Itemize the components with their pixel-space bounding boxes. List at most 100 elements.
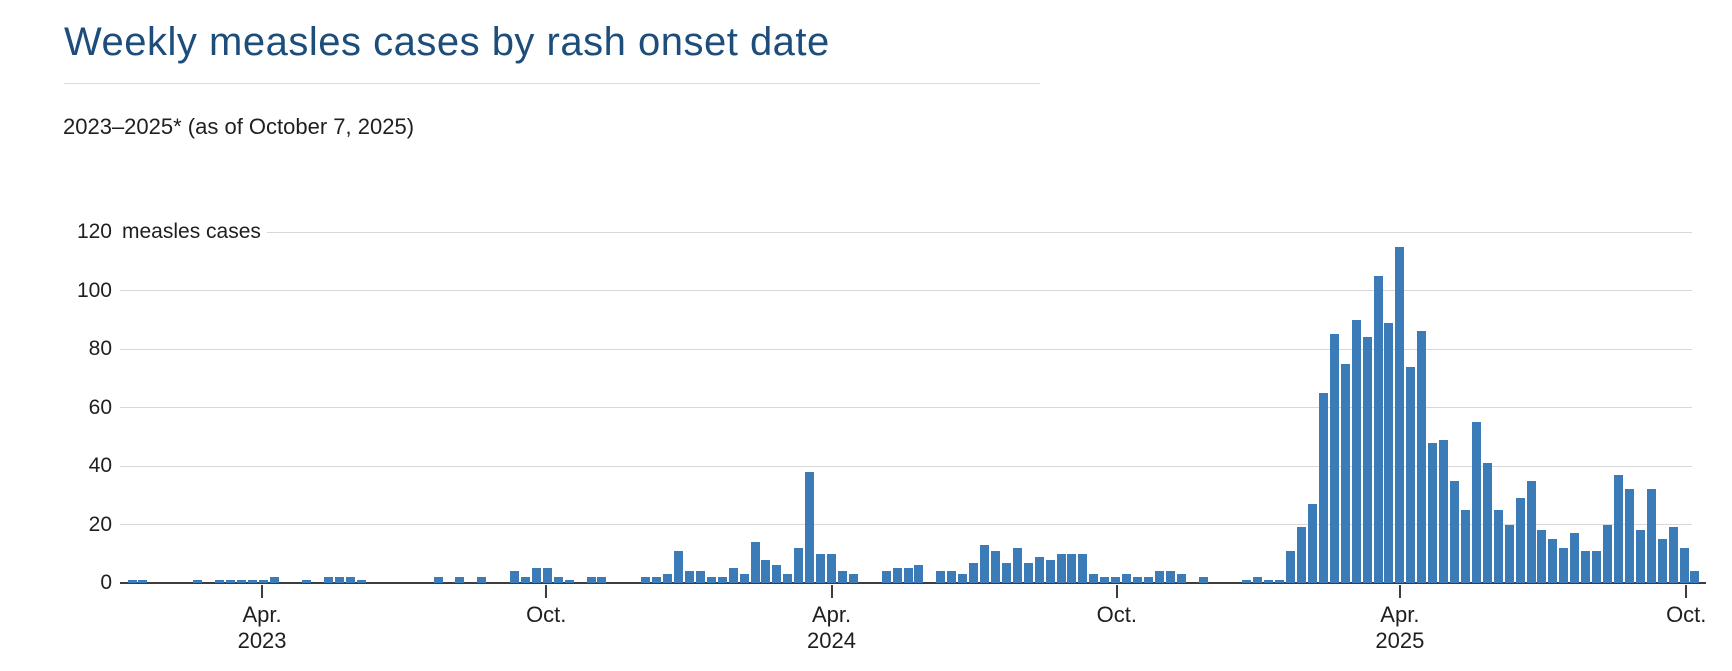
bar-week-82 [1023, 562, 1033, 583]
bar-week-106 [1286, 550, 1296, 583]
bar-week-98 [1198, 577, 1208, 583]
chart-subtitle: 2023–2025* (as of October 7, 2025) [63, 114, 415, 139]
bar-week-84 [1045, 559, 1055, 583]
bar-week-86 [1067, 553, 1077, 583]
x-axis-month-label: Oct. [1096, 602, 1137, 627]
chart-title: Weekly measles cases by rash onset date [64, 20, 830, 64]
x-axis-line [120, 582, 1706, 584]
x-axis-label-5: Oct. [1626, 602, 1732, 628]
bar-week-120 [1439, 439, 1449, 583]
bar-week-79 [990, 550, 1000, 583]
bar-week-126 [1504, 524, 1514, 583]
bar-week-71 [903, 568, 913, 583]
gridline-40 [120, 465, 1692, 467]
bar-week-32 [477, 577, 487, 583]
bar-week-123 [1471, 422, 1481, 583]
bar-week-6 [193, 580, 203, 583]
gridline-80 [120, 348, 1692, 350]
bar-week-133 [1581, 550, 1591, 583]
title-divider [64, 83, 1040, 84]
bar-week-54 [717, 577, 727, 583]
x-axis-month-label: Apr. [242, 602, 282, 627]
bar-week-51 [684, 571, 694, 583]
bar-week-0 [127, 580, 137, 583]
bar-week-37 [531, 568, 541, 583]
x-axis-month-label: Apr. [1380, 602, 1420, 627]
bar-week-38 [542, 568, 552, 583]
bar-week-64 [827, 553, 837, 583]
bar-week-109 [1318, 392, 1328, 583]
bar-week-69 [881, 571, 891, 583]
x-axis-year-label: 2023 [237, 628, 287, 653]
bar-week-116 [1395, 246, 1405, 583]
x-axis-label-2: Apr. 2024 [772, 602, 892, 654]
bar-week-110 [1329, 334, 1339, 583]
y-axis-label-80: 80 [88, 337, 112, 360]
bar-week-142 [1679, 547, 1689, 583]
bar-week-63 [816, 553, 826, 583]
bar-week-112 [1351, 319, 1361, 583]
bar-week-95 [1165, 571, 1175, 583]
x-axis-tick-2 [830, 585, 833, 598]
bar-week-107 [1297, 527, 1306, 583]
y-axis-label-20: 20 [88, 512, 112, 536]
bar-week-119 [1428, 442, 1438, 583]
bar-week-80 [1001, 562, 1011, 583]
bar-week-9 [225, 580, 235, 583]
bar-week-135 [1603, 524, 1613, 583]
bar-week-114 [1373, 275, 1383, 583]
bar-week-52 [695, 571, 705, 583]
bar-week-121 [1450, 480, 1460, 583]
bar-week-87 [1078, 553, 1088, 583]
x-axis-year-label: 2025 [1375, 628, 1425, 653]
bar-week-35 [510, 571, 520, 583]
x-axis-month-label: Oct. [1666, 602, 1707, 627]
bar-week-117 [1406, 366, 1416, 583]
gridline-20 [120, 524, 1692, 525]
bar-week-8 [214, 580, 224, 583]
bar-week-53 [706, 577, 716, 583]
bar-week-13 [269, 577, 279, 583]
bar-week-30 [455, 577, 465, 583]
bar-week-96 [1176, 574, 1186, 583]
y-axis-label-120: 120 [76, 220, 112, 243]
bar-week-43 [597, 577, 607, 583]
bar-week-66 [848, 574, 858, 583]
bar-week-76 [958, 574, 968, 583]
bar-week-59 [772, 565, 782, 583]
bar-week-83 [1034, 556, 1044, 583]
bar-week-93 [1143, 577, 1153, 583]
bar-week-72 [914, 565, 924, 583]
bar-week-1 [138, 580, 148, 583]
bar-week-122 [1460, 509, 1470, 583]
bar-week-129 [1537, 530, 1547, 583]
bar-week-81 [1012, 547, 1022, 583]
bar-week-20 [346, 577, 356, 583]
bar-week-36 [520, 577, 530, 583]
bar-week-56 [739, 574, 749, 583]
bar-week-16 [302, 580, 312, 583]
gridline-120 [267, 231, 1692, 233]
x-axis-label-0: Apr. 2023 [202, 602, 322, 654]
bar-week-115 [1384, 322, 1394, 583]
bar-week-39 [553, 577, 563, 583]
bar-week-61 [794, 547, 804, 583]
bar-week-28 [433, 577, 443, 583]
x-axis-tick-1 [545, 585, 548, 598]
bar-week-137 [1624, 489, 1634, 583]
y-axis-label-40: 40 [88, 454, 112, 477]
bar-week-58 [761, 559, 771, 583]
bar-week-77 [969, 562, 979, 583]
bar-week-113 [1362, 337, 1372, 583]
bar-week-74 [936, 571, 946, 583]
x-axis-month-label: Oct. [526, 602, 567, 627]
gridline-60 [120, 407, 1692, 408]
bar-week-140 [1657, 539, 1667, 583]
bar-week-143 [1690, 571, 1700, 583]
bar-week-78 [980, 544, 990, 583]
bar-week-10 [236, 580, 246, 583]
bar-week-47 [641, 577, 651, 583]
bar-week-85 [1056, 553, 1066, 583]
